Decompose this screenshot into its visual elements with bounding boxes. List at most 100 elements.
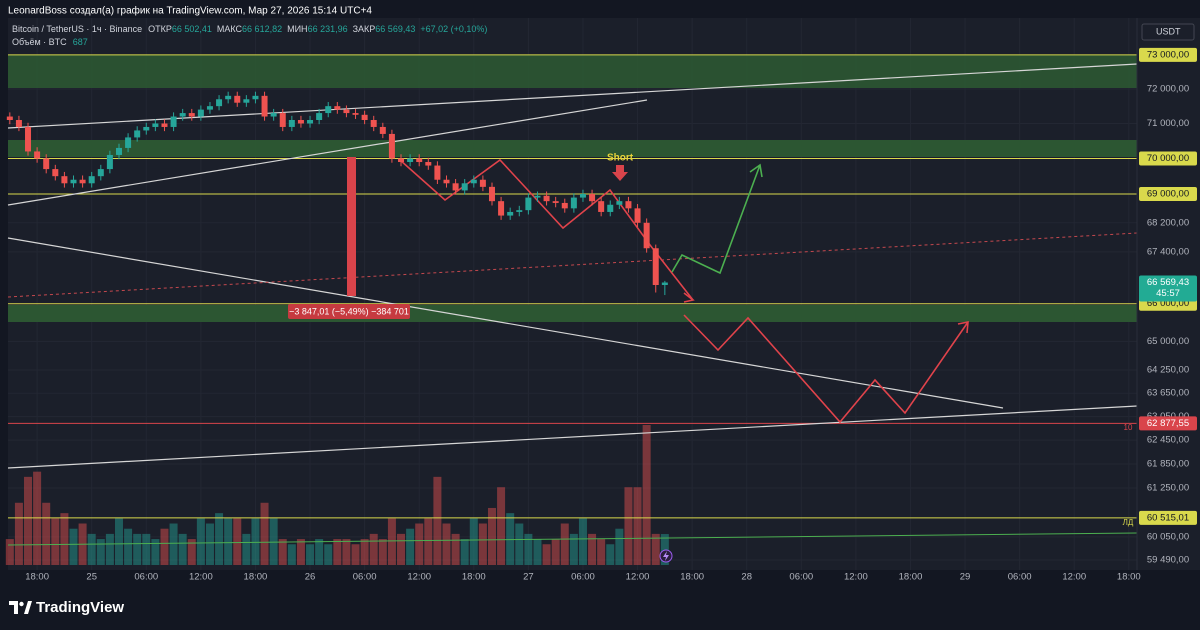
volume-bar [406, 528, 415, 565]
volume-bar [378, 539, 387, 565]
candle-body [34, 151, 41, 159]
volume-bar [333, 539, 342, 565]
volume-bar [588, 533, 597, 565]
x-tick-label: 18:00 [680, 572, 704, 583]
candle-body [106, 154, 113, 170]
candle-body [334, 106, 341, 110]
volume-bar [460, 539, 469, 565]
candle-body [634, 208, 641, 223]
candle-body [443, 179, 450, 184]
legend-key: МИН [287, 24, 307, 34]
trend-line [7, 63, 1138, 129]
volume-legend: Объём · BTC 687 [12, 37, 88, 47]
candle-body [534, 195, 541, 198]
measure-label-box [288, 304, 410, 319]
candle-body [388, 133, 395, 159]
level-label: 62 877,55 [1147, 418, 1189, 429]
candle-body [225, 95, 232, 100]
trend-line [7, 99, 648, 206]
candle-body [115, 147, 122, 155]
y-tick-label: 71 000,00 [1147, 118, 1189, 129]
event-icon-bolt [663, 551, 669, 561]
level-label-box [1139, 187, 1197, 202]
x-tick-label: 18:00 [899, 572, 923, 583]
candle-body [43, 158, 50, 170]
candle-body [297, 120, 304, 124]
candle-body [470, 179, 477, 184]
zone [8, 140, 1137, 157]
volume-bar [324, 544, 333, 565]
candle-body [134, 130, 141, 138]
volume-bar [624, 487, 633, 565]
candle-body [88, 176, 95, 184]
legend-value: 66 569,43 [375, 24, 415, 34]
levels [8, 54, 1137, 519]
candle-body [279, 113, 286, 127]
volume-value: 687 [73, 37, 88, 47]
candle-body [352, 113, 359, 115]
candle-body [216, 99, 223, 107]
level-label: 70 000,00 [1147, 153, 1189, 164]
candle-body [97, 169, 104, 177]
legend-value: 66 612,82 [242, 24, 282, 34]
legend: Bitcoin / TetherUS · 1ч · Binance ОТКР66 … [12, 24, 487, 34]
candle-body [379, 126, 386, 134]
volume-title: Объём · BTC [12, 37, 67, 47]
candle-body [425, 162, 432, 166]
volume-bar [360, 539, 369, 565]
y-tick-label: 61 250,00 [1147, 483, 1189, 494]
level-label: 60 515,01 [1147, 512, 1189, 523]
trend-line [7, 237, 1004, 409]
volume-bar [278, 539, 287, 565]
x-tick-label: 06:00 [789, 572, 813, 583]
volume-bar [478, 523, 487, 565]
candle-body [170, 116, 177, 127]
candle-body [206, 106, 213, 110]
y-tick-label: 68 200,00 [1147, 217, 1189, 228]
candle-body [525, 197, 532, 211]
measure-label: −3 847,01 (−5,49%) −384 701 [289, 306, 409, 316]
candle-body [398, 158, 405, 163]
y-tick-label: 60 050,00 [1147, 531, 1189, 542]
volume-bar [369, 533, 378, 565]
candle-body [15, 120, 22, 127]
volume-bar [269, 518, 278, 565]
volume-bar [242, 533, 251, 565]
candle-body [625, 201, 632, 209]
candle-body [343, 109, 350, 114]
volume-bar [615, 528, 624, 565]
volume-bar [60, 513, 69, 565]
candle-body [643, 222, 650, 249]
volume-bar [169, 523, 178, 565]
candle-body [598, 201, 605, 212]
volume-bar [287, 544, 296, 565]
candle-body [179, 113, 186, 117]
volume-bar [497, 487, 506, 565]
y-tick-label: 64 250,00 [1147, 365, 1189, 376]
candle-body [234, 95, 241, 103]
level-label-box [1139, 151, 1197, 166]
volume-bar [342, 539, 351, 565]
x-tick-label: 18:00 [462, 572, 486, 583]
volume-bar [415, 523, 424, 565]
y-tick-label: 61 850,00 [1147, 459, 1189, 470]
dashed-line [7, 232, 1138, 298]
volume-bar [542, 544, 551, 565]
logo-mark [19, 601, 24, 607]
y-tick-label: 67 400,00 [1147, 246, 1189, 257]
candle-body [125, 137, 132, 148]
candle-body [498, 201, 505, 216]
zone [8, 55, 1137, 88]
candle-body [516, 210, 523, 212]
x-tick-label: 28 [741, 572, 752, 583]
candle-body [52, 169, 59, 177]
candle-body [152, 123, 159, 127]
legend-key: ЗАКР [353, 24, 376, 34]
x-tick-label: 12:00 [626, 572, 650, 583]
marker-label: ЛД [1123, 518, 1134, 527]
volume-bar [642, 425, 651, 565]
volume-bar [424, 518, 433, 565]
y-tick-label: 65 000,00 [1147, 336, 1189, 347]
y-tick-label: 62 450,00 [1147, 435, 1189, 446]
